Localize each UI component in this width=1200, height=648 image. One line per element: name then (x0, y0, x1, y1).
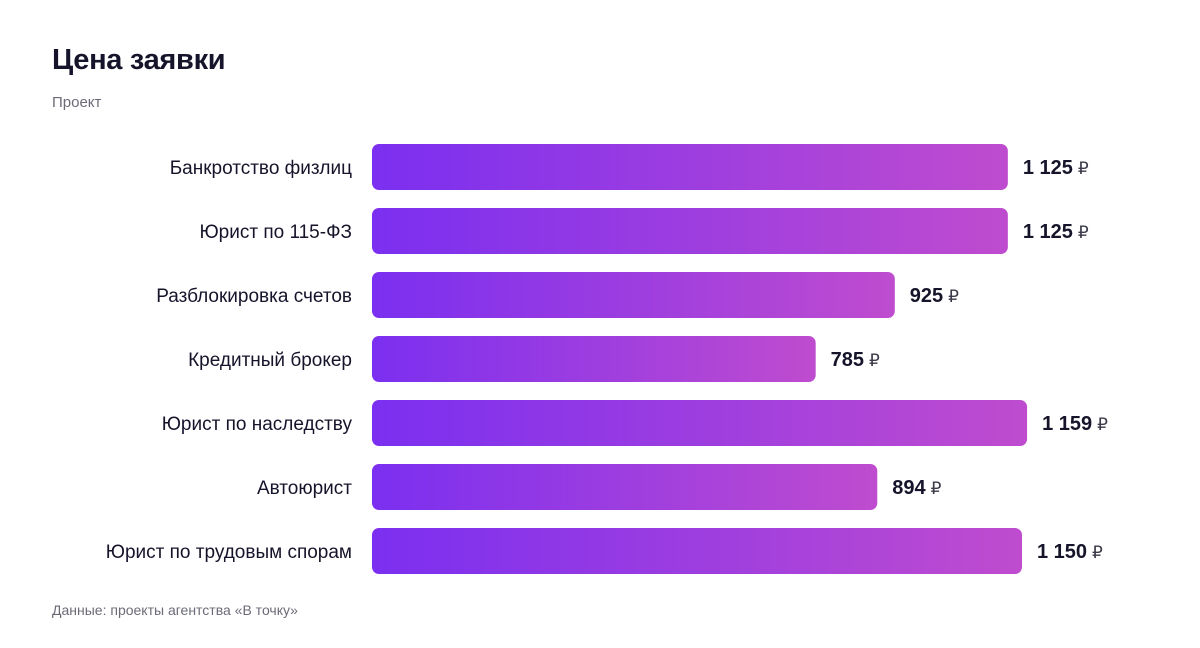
bar (372, 336, 816, 382)
value-label: 785 ₽ (831, 349, 880, 371)
currency-unit: ₽ (931, 479, 942, 499)
category-label: Банкротство физлиц (170, 158, 352, 179)
bar (372, 272, 895, 318)
bar (372, 400, 1028, 446)
currency-unit: ₽ (1097, 415, 1108, 435)
bars-group: Банкротство физлиц 1 125 ₽Юрист по 115-ФЗ 1… (106, 144, 1108, 574)
value-label: 925 ₽ (910, 285, 959, 307)
value-label: 1 125 ₽ (1023, 221, 1089, 243)
category-label: Юрист по наследству (162, 414, 353, 435)
bar (372, 528, 1022, 574)
value-number: 894 (892, 477, 926, 499)
category-label: Автоюрист (257, 478, 352, 499)
value-label: 1 150 ₽ (1037, 541, 1103, 563)
category-label: Кредитный брокер (188, 350, 352, 371)
bar (372, 144, 1008, 190)
bar (372, 464, 878, 510)
value-label: 1 159 ₽ (1042, 413, 1108, 435)
value-number: 785 (831, 349, 864, 371)
currency-unit: ₽ (869, 351, 880, 371)
value-number: 1 125 (1023, 221, 1073, 243)
currency-unit: ₽ (1092, 543, 1103, 563)
category-label: Разблокировка счетов (156, 286, 352, 307)
currency-unit: ₽ (1078, 223, 1089, 243)
currency-unit: ₽ (948, 287, 959, 307)
chart-subtitle: Проект (52, 94, 102, 111)
value-number: 1 125 (1023, 157, 1073, 179)
value-label: 894 ₽ (892, 477, 941, 499)
data-source-note: Данные: проекты агентства «В точку» (52, 602, 298, 618)
value-label: 1 125 ₽ (1023, 157, 1089, 179)
category-label: Юрист по трудовым спорам (106, 542, 352, 563)
value-number: 1 159 (1042, 413, 1092, 435)
chart-title: Цена заявки (52, 44, 226, 76)
currency-unit: ₽ (1078, 159, 1089, 179)
value-number: 1 150 (1037, 541, 1087, 563)
category-label: Юрист по 115-ФЗ (199, 222, 352, 243)
bar (372, 208, 1008, 254)
value-number: 925 (910, 285, 943, 307)
